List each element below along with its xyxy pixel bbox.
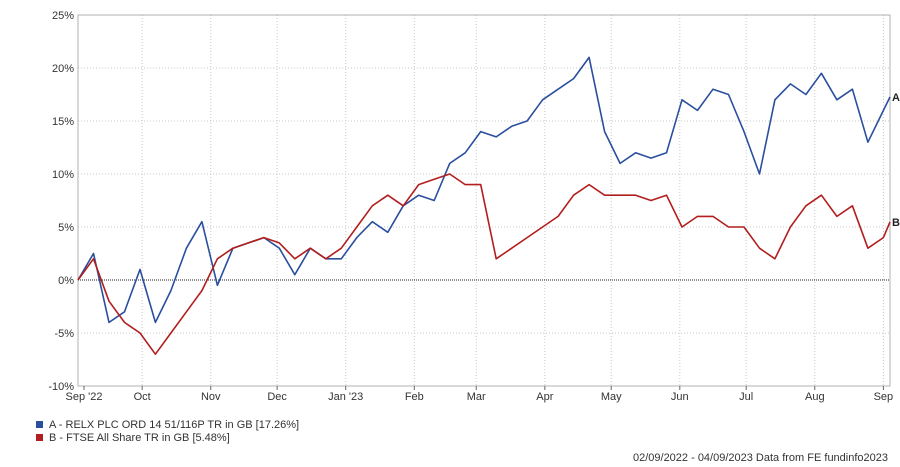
plot-frame <box>77 14 891 387</box>
y-tick-label: 25% <box>52 10 74 22</box>
series-lines <box>77 56 891 356</box>
x-tick-label: Apr <box>536 391 553 403</box>
x-tick-label: Aug <box>805 391 825 403</box>
y-tick-label: 0% <box>58 275 74 287</box>
x-tick-label: Jan '23 <box>328 391 363 403</box>
x-tick-label: Sep '22 <box>66 391 103 403</box>
y-tick-label: 15% <box>52 116 74 128</box>
legend-item-b: B - FTSE All Share TR in GB [5.48%] <box>36 431 299 444</box>
y-tick-label: 5% <box>58 222 74 234</box>
legend-swatch-a <box>36 421 43 428</box>
x-tick-label: Nov <box>201 391 221 403</box>
axis-labels: -10% -5% 0% 5% 10% 15% 20% 25% Sep '22 Oct Nov Dec J… <box>48 10 893 403</box>
end-labels: AB <box>892 92 900 229</box>
legend-item-a: A - RELX PLC ORD 14 51/116P TR in GB [17… <box>36 418 299 431</box>
series-end-label-a: A <box>892 92 900 104</box>
legend-swatch-b <box>36 434 43 441</box>
y-tick-label: -10% <box>48 381 74 393</box>
series-line-a <box>77 56 891 324</box>
x-tick-label: Jun <box>671 391 689 403</box>
series-end-label-b: B <box>892 217 900 229</box>
x-tick-label: May <box>601 391 622 403</box>
legend-label-a: A - RELX PLC ORD 14 51/116P TR in GB [17… <box>49 418 300 431</box>
legend-label-b: B - FTSE All Share TR in GB [5.48%] <box>49 431 230 444</box>
x-tick-label: Feb <box>405 391 424 403</box>
grid-lines <box>77 14 891 387</box>
x-tick-label: Dec <box>267 391 287 403</box>
x-tick-label: Sep <box>874 391 894 403</box>
y-tick-label: 10% <box>52 169 74 181</box>
y-tick-label: 20% <box>52 63 74 75</box>
y-tick-label: -5% <box>54 328 74 340</box>
x-tick-label: Oct <box>134 391 151 403</box>
x-tick-label: Mar <box>467 391 486 403</box>
footer-source: 02/09/2022 - 04/09/2023 Data from FE fun… <box>632 452 888 464</box>
x-tick-label: Jul <box>739 391 753 403</box>
legend: A - RELX PLC ORD 14 51/116P TR in GB [17… <box>36 418 299 444</box>
series-line-b <box>77 173 891 356</box>
